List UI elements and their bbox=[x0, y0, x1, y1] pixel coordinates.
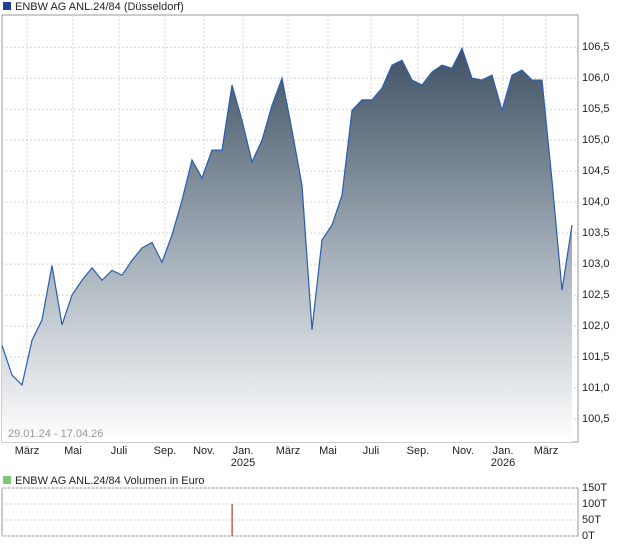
y-tick-label: 102,5 bbox=[582, 289, 610, 301]
volume-title: ENBW AG ANL.24/84 Volumen in Euro bbox=[15, 475, 205, 487]
x-tick-label: Mai bbox=[319, 445, 337, 457]
volume-bar bbox=[231, 504, 233, 536]
y-tick-label: 103,0 bbox=[582, 258, 610, 270]
y-tick-label: 104,0 bbox=[582, 196, 610, 208]
x-tick-label: Juli bbox=[363, 445, 380, 457]
x-tick-label: Mai bbox=[64, 445, 82, 457]
y-tick-label: 100T bbox=[582, 498, 607, 510]
legend-swatch bbox=[3, 476, 11, 484]
y-tick-label: 106,0 bbox=[582, 72, 610, 84]
x-tick-label: Nov. bbox=[193, 445, 215, 457]
x-tick-label: Jan. bbox=[493, 445, 514, 457]
x-tick-label: Jan. bbox=[233, 445, 254, 457]
x-tick-label: Juli bbox=[111, 445, 128, 457]
y-tick-label: 150T bbox=[582, 482, 607, 494]
y-tick-label: 102,0 bbox=[582, 320, 610, 332]
x-tick-label: Nov. bbox=[452, 445, 474, 457]
y-tick-label: 103,5 bbox=[582, 227, 610, 239]
y-tick-label: 50T bbox=[582, 514, 601, 526]
x-year-label: 2026 bbox=[491, 457, 515, 469]
line bbox=[1, 46, 573, 387]
x-tick-label: März bbox=[15, 445, 39, 457]
y-tick-label: 105,0 bbox=[582, 134, 610, 146]
x-year-label: 2025 bbox=[231, 457, 255, 469]
date-range: 29.01.24 - 17.04.26 bbox=[8, 428, 103, 440]
x-tick-label: März bbox=[534, 445, 558, 457]
area bbox=[2, 48, 572, 443]
x-tick-label: März bbox=[276, 445, 300, 457]
x-tick-label: Sep. bbox=[407, 445, 430, 457]
y-tick-label: 0T bbox=[582, 530, 595, 542]
y-tick-label: 100,5 bbox=[582, 413, 610, 425]
y-tick-label: 105,5 bbox=[582, 103, 610, 115]
y-tick-label: 101,0 bbox=[582, 382, 610, 394]
y-tick-label: 104,5 bbox=[582, 165, 610, 177]
plot-frame bbox=[1, 487, 579, 537]
y-tick-label: 106,5 bbox=[582, 41, 610, 53]
y-tick-label: 101,5 bbox=[582, 351, 610, 363]
chart-title: ENBW AG ANL.24/84 (Düsseldorf) bbox=[15, 1, 184, 13]
x-tick-label: Sep. bbox=[154, 445, 177, 457]
legend-swatch bbox=[3, 2, 11, 10]
